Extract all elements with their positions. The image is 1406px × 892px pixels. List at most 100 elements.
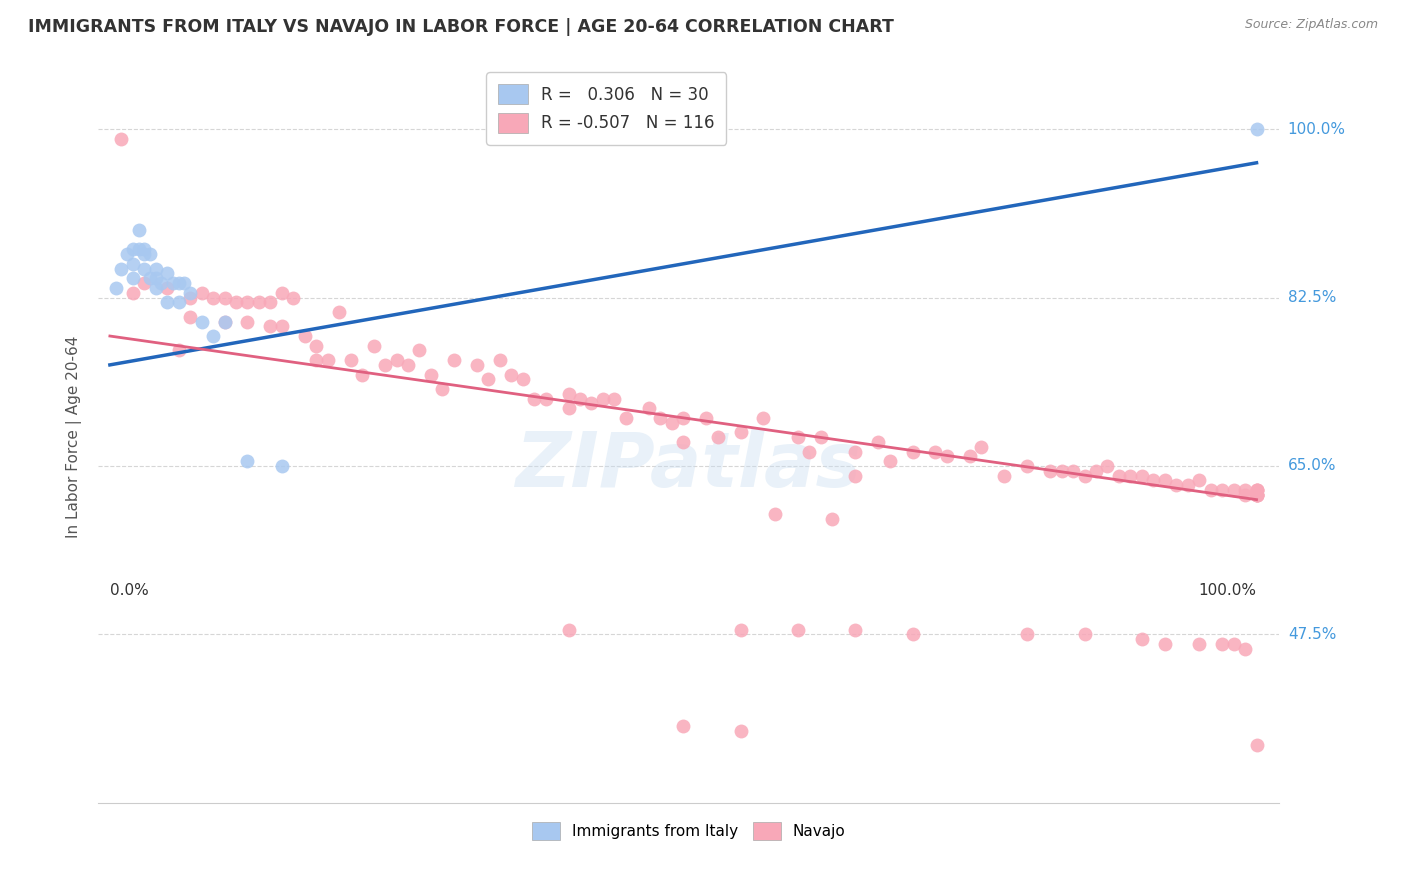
Point: [247, 295, 270, 310]
Point: [294, 329, 316, 343]
Point: [959, 450, 981, 464]
Point: [1211, 637, 1233, 651]
Point: [650, 410, 672, 425]
Point: [167, 276, 190, 290]
Point: [901, 627, 924, 641]
Point: [1108, 468, 1130, 483]
Point: [1142, 474, 1164, 488]
Point: [128, 223, 150, 237]
Point: [799, 444, 821, 458]
Point: [512, 372, 534, 386]
Point: [1153, 474, 1175, 488]
Point: [672, 434, 695, 449]
Point: [1166, 478, 1188, 492]
Point: [202, 291, 225, 305]
Point: [115, 247, 138, 261]
Point: [121, 257, 143, 271]
Point: [1246, 483, 1268, 497]
Point: [179, 285, 201, 300]
Point: [637, 401, 659, 416]
Point: [730, 623, 752, 637]
Point: [661, 416, 683, 430]
Point: [868, 434, 890, 449]
Point: [557, 401, 579, 416]
Point: [179, 310, 201, 324]
Point: [672, 719, 695, 733]
Point: [134, 261, 156, 276]
Point: [396, 358, 419, 372]
Point: [1153, 637, 1175, 651]
Point: [1246, 483, 1268, 497]
Point: [162, 276, 184, 290]
Point: [1246, 488, 1268, 502]
Point: [730, 723, 752, 738]
Point: [810, 430, 832, 444]
Point: [128, 243, 150, 257]
Point: [1119, 468, 1142, 483]
Point: [328, 305, 350, 319]
Point: [145, 281, 167, 295]
Point: [821, 512, 844, 526]
Point: [557, 386, 579, 401]
Point: [134, 276, 156, 290]
Point: [1130, 468, 1153, 483]
Point: [134, 243, 156, 257]
Point: [1050, 464, 1073, 478]
Point: [259, 319, 281, 334]
Point: [1246, 488, 1268, 502]
Point: [432, 382, 454, 396]
Text: 82.5%: 82.5%: [1288, 290, 1336, 305]
Point: [1211, 483, 1233, 497]
Point: [935, 450, 957, 464]
Text: 100.0%: 100.0%: [1198, 583, 1257, 599]
Point: [672, 410, 695, 425]
Point: [179, 291, 201, 305]
Point: [156, 281, 179, 295]
Point: [110, 261, 132, 276]
Text: 0.0%: 0.0%: [110, 583, 149, 599]
Point: [156, 267, 179, 281]
Point: [786, 430, 808, 444]
Point: [879, 454, 901, 468]
Point: [752, 410, 775, 425]
Point: [363, 338, 385, 352]
Text: 47.5%: 47.5%: [1288, 627, 1336, 642]
Point: [706, 430, 728, 444]
Point: [225, 295, 247, 310]
Point: [581, 396, 603, 410]
Point: [1222, 637, 1244, 651]
Point: [1246, 122, 1268, 136]
Point: [1222, 483, 1244, 497]
Point: [214, 291, 236, 305]
Point: [190, 285, 212, 300]
Point: [970, 440, 993, 454]
Point: [763, 507, 786, 521]
Point: [173, 276, 195, 290]
Point: [420, 368, 443, 382]
Point: [121, 285, 143, 300]
Point: [1188, 474, 1211, 488]
Point: [1062, 464, 1084, 478]
Point: [339, 353, 361, 368]
Point: [1234, 488, 1257, 502]
Point: [202, 329, 225, 343]
Point: [121, 271, 143, 285]
Point: [557, 623, 579, 637]
Point: [167, 295, 190, 310]
Point: [1234, 641, 1257, 656]
Point: [385, 353, 408, 368]
Point: [145, 271, 167, 285]
Point: [408, 343, 430, 358]
Point: [534, 392, 557, 406]
Point: [270, 458, 292, 473]
Point: [1039, 464, 1062, 478]
Point: [1085, 464, 1108, 478]
Point: [236, 454, 259, 468]
Point: [695, 410, 717, 425]
Point: [569, 392, 592, 406]
Point: [150, 276, 173, 290]
Point: [488, 353, 510, 368]
Point: [1073, 627, 1095, 641]
Point: [993, 468, 1015, 483]
Point: [190, 315, 212, 329]
